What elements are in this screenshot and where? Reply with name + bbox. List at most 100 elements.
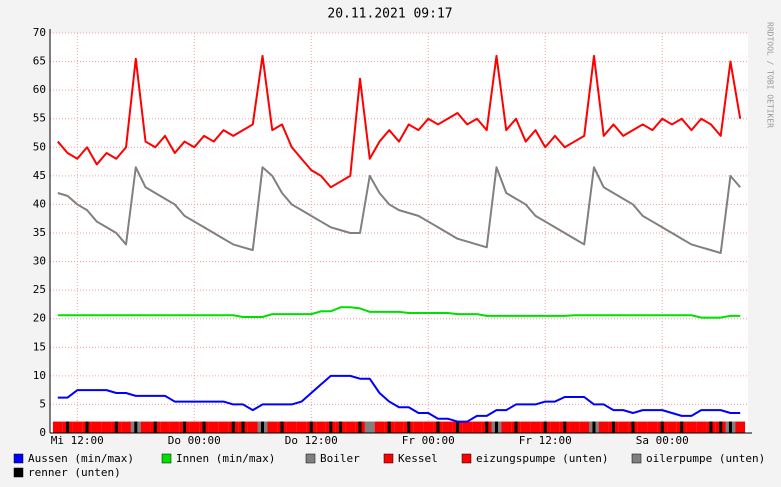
pump-bar (218, 421, 229, 433)
burner-bar (631, 421, 635, 433)
pump-bar (442, 421, 453, 433)
pump-bar (472, 421, 482, 433)
burner-bar (329, 421, 333, 433)
burner-bar (134, 421, 138, 433)
x-tick-label: Do 00:00 (168, 434, 221, 447)
burner-bar (114, 421, 118, 433)
x-tick-label: Fr 00:00 (402, 434, 455, 447)
series-line (57, 306, 741, 319)
y-tick-label: 65 (33, 55, 46, 68)
pump-bar (647, 421, 658, 433)
y-tick-label: 60 (33, 83, 46, 96)
pump-bar (520, 421, 531, 433)
y-tick-label: 30 (33, 255, 46, 268)
pump-bar (140, 421, 151, 433)
pump-bar (550, 421, 560, 433)
burner-bar (728, 421, 732, 433)
y-tick-label: 20 (33, 312, 46, 325)
pump-bar (160, 421, 170, 433)
pump-bar (598, 421, 609, 433)
legend-label: Aussen (min/max) (28, 452, 134, 465)
series-line (57, 166, 741, 254)
pump-bar (91, 421, 102, 433)
burner-bar (543, 421, 547, 433)
burner-bar (436, 421, 440, 433)
chart-title: 20.11.2021 09:17 (327, 7, 452, 22)
burner-bar (202, 421, 206, 433)
pump-bar (579, 421, 590, 433)
burner-bar (339, 421, 343, 433)
y-tick-label: 0 (39, 426, 46, 439)
burner-bar (85, 421, 89, 433)
legend-label: Kessel (398, 452, 438, 465)
burner-bar (709, 421, 713, 433)
y-tick-label: 70 (33, 26, 46, 39)
burner-bar (241, 421, 245, 433)
pump-bar (52, 421, 63, 433)
pump-bar (569, 421, 580, 433)
legend-label: renner (unten) (28, 466, 121, 479)
series-line (57, 374, 741, 423)
legend-swatch (383, 453, 394, 464)
pump-bar (667, 421, 677, 433)
y-tick-label: 10 (33, 369, 46, 382)
pump-bar (189, 421, 200, 433)
x-tick-label: Do 12:00 (285, 434, 338, 447)
pump-bar (72, 421, 83, 433)
burner-bar (183, 421, 187, 433)
burner-bar (494, 421, 498, 433)
pump-bar (423, 421, 434, 433)
pump-bar (101, 421, 112, 433)
y-tick-label: 45 (33, 169, 46, 182)
burner-bar (261, 421, 265, 433)
burner-bar (611, 421, 615, 433)
burner-bar (485, 421, 489, 433)
burner-bar (387, 421, 391, 433)
burner-bar (680, 421, 684, 433)
pump-bar (286, 421, 297, 433)
y-tick-label: 55 (33, 112, 46, 125)
legend-swatch (13, 453, 24, 464)
legend-label: Boiler (320, 452, 360, 465)
legend-swatch (461, 453, 472, 464)
legend-swatch (631, 453, 642, 464)
pump-bar (637, 421, 648, 433)
burner-bar (563, 421, 567, 433)
burner-bar (153, 421, 157, 433)
pump-bar (374, 421, 385, 433)
burner-bar (66, 421, 70, 433)
burner-bar (309, 421, 313, 433)
burner-bar (592, 421, 596, 433)
legend-label: Innen (min/max) (176, 452, 275, 465)
burner-bar (719, 421, 723, 433)
pump-bar (296, 421, 307, 433)
legend-swatch (305, 453, 316, 464)
pump-bar (530, 421, 541, 433)
series-line (57, 54, 742, 189)
pump-bar (364, 421, 375, 433)
pump-bar (696, 421, 707, 433)
x-tick-label: Fr 12:00 (519, 434, 572, 447)
legend-label: eizungspumpe (unten) (476, 452, 608, 465)
pump-bar (208, 421, 219, 433)
burner-bar (280, 421, 284, 433)
side-text: RRDTOOL / TOBI OETIKER (766, 22, 775, 128)
burner-bar (660, 421, 664, 433)
pump-bar (686, 421, 697, 433)
y-tick-label: 40 (33, 197, 46, 210)
pump-bar (267, 421, 278, 433)
y-tick-label: 50 (33, 140, 46, 153)
pump-bar (735, 421, 746, 433)
legend-swatch (13, 467, 24, 478)
burner-bar (358, 421, 362, 433)
pump-bar (247, 421, 258, 433)
pump-bar (618, 421, 629, 433)
pump-bar (501, 421, 512, 433)
burner-bar (514, 421, 518, 433)
burner-bar (231, 421, 235, 433)
burner-bar (455, 421, 459, 433)
legend-swatch (161, 453, 172, 464)
x-tick-label: Sa 00:00 (636, 434, 689, 447)
pump-bar (345, 421, 356, 433)
